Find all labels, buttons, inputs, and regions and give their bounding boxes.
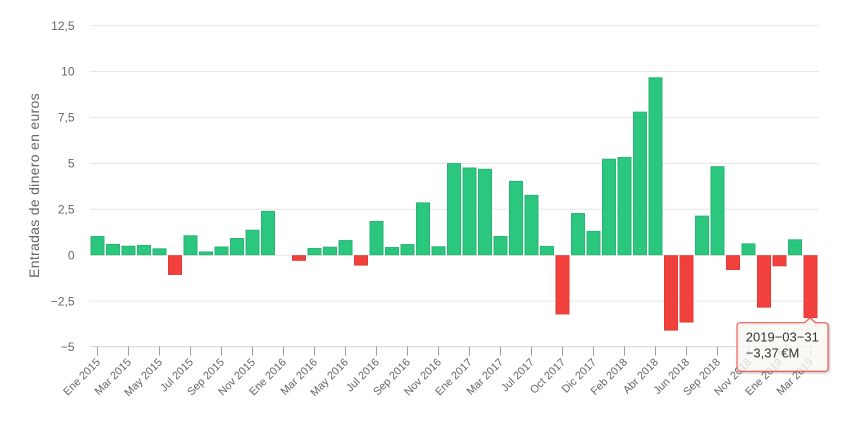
svg-text:0: 0 [68, 248, 75, 262]
svg-text:5: 5 [68, 157, 75, 171]
svg-text:−2,5: −2,5 [51, 294, 75, 308]
svg-text:−3,37 €M: −3,37 €M [746, 346, 800, 361]
svg-text:2,5: 2,5 [58, 203, 75, 217]
svg-text:Entradas de dinero en euros: Entradas de dinero en euros [26, 93, 42, 278]
svg-text:7,5: 7,5 [58, 111, 75, 125]
svg-text:12,5: 12,5 [51, 19, 75, 33]
svg-text:2019−03−31: 2019−03−31 [746, 329, 819, 344]
svg-text:−5: −5 [61, 340, 75, 354]
svg-text:10: 10 [61, 65, 75, 79]
